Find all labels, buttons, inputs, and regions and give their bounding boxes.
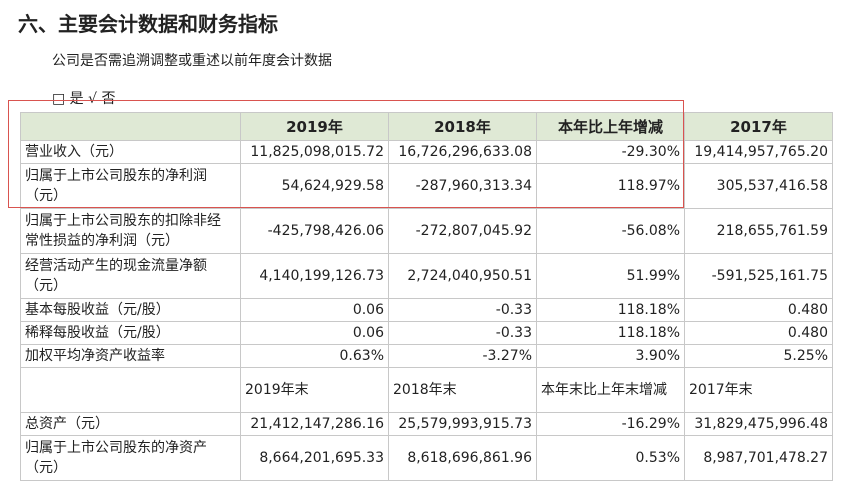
table-cell: 218,655,761.59 [684,208,833,254]
table-row: 归属于上市公司股东的扣除非经 常性损益的净利润（元） -425,798,426.0… [20,208,833,254]
table-cell: 4,140,199,126.73 [240,253,389,299]
table-cell: 归属于上市公司股东的净利润（元） [20,163,241,209]
header-row: 2019年末 2018年末 本年末比上年末增减 2017年末 [20,367,833,413]
table-cell: 0.63% [240,344,389,368]
table-cell: -56.08% [536,208,685,254]
table-cell: 本年比上年增减 [536,112,685,141]
table-cell: 基本每股收益（元/股） [20,298,241,322]
table-cell: 2018年末 [388,367,537,413]
table-cell: 2017年末 [684,367,833,413]
table-cell: 加权平均净资产收益率 [20,344,241,368]
header-row: 2019年 2018年 本年比上年增减 2017年 [20,112,833,141]
table-cell: 21,412,147,286.16 [240,412,389,436]
table-row: 总资产（元） 21,412,147,286.16 25,579,993,915.73… [20,412,833,436]
table-cell: 2019年末 [240,367,389,413]
data-table: 2019年 2018年 本年比上年增减 2017年 营业收入（元） 11,825,098,… [20,112,833,481]
table-cell: 19,414,957,765.20 [684,140,833,164]
table-cell: 118.18% [536,321,685,345]
table-cell: 0.06 [240,321,389,345]
table-row: 营业收入（元） 11,825,098,015.72 16,726,296,633.0… [20,140,833,164]
table-row: 基本每股收益（元/股） 0.06 -0.33 118.18% 0.480 [20,298,833,322]
subtitle: 公司是否需追溯调整或重述以前年度会计数据 [52,53,332,69]
table-cell: 本年末比上年末增减 [536,367,685,413]
table-cell: -272,807,045.92 [388,208,537,254]
table-cell: 0.480 [684,298,833,322]
table-cell: -0.33 [388,298,537,322]
table-cell: 8,664,201,695.33 [240,435,389,481]
table-cell: 118.18% [536,298,685,322]
table-cell: 2017年 [684,112,833,141]
table-cell: 2,724,040,950.51 [388,253,537,299]
table-cell: 118.97% [536,163,685,209]
table-cell: 总资产（元） [20,412,241,436]
table-cell: 归属于上市公司股东的净资产（元） [20,435,241,481]
table-cell: -29.30% [536,140,685,164]
table-cell: -3.27% [388,344,537,368]
table-cell: -591,525,161.75 [684,253,833,299]
table-cell: -287,960,313.34 [388,163,537,209]
table-row: 经营活动产生的现金流量净额（元） 4,140,199,126.73 2,724,04… [20,253,833,299]
table-cell: 营业收入（元） [20,140,241,164]
table-cell: 2019年 [240,112,389,141]
table-cell: 0.480 [684,321,833,345]
table-cell: 经营活动产生的现金流量净额（元） [20,253,241,299]
table-cell: -425,798,426.06 [240,208,389,254]
table-cell: 31,829,475,996.48 [684,412,833,436]
table-row: 稀释每股收益（元/股） 0.06 -0.33 118.18% 0.480 [20,321,833,345]
table-cell: -0.33 [388,321,537,345]
table-row: 归属于上市公司股东的净利润（元） 54,624,929.58 -287,960,31… [20,163,833,209]
table-cell: 8,987,701,478.27 [684,435,833,481]
table-cell: 54,624,929.58 [240,163,389,209]
table-cell: 8,618,696,861.96 [388,435,537,481]
table-cell: 归属于上市公司股东的扣除非经 常性损益的净利润（元） [20,208,241,254]
table-cell: 0.53% [536,435,685,481]
table-cell: 5.25% [684,344,833,368]
table-cell: 2018年 [388,112,537,141]
table-cell: 51.99% [536,253,685,299]
option: □ 是 √ 否 [52,91,116,107]
section-title: 六、主要会计数据和财务指标 [18,12,278,36]
table-cell: -16.29% [536,412,685,436]
table-cell: 0.06 [240,298,389,322]
table-cell [20,112,241,141]
table-cell: 3.90% [536,344,685,368]
table-cell [20,367,241,413]
table-cell: 16,726,296,633.08 [388,140,537,164]
table-cell: 11,825,098,015.72 [240,140,389,164]
table-row: 归属于上市公司股东的净资产（元） 8,664,201,695.33 8,618,69… [20,435,833,481]
table-cell: 稀释每股收益（元/股） [20,321,241,345]
table-cell: 25,579,993,915.73 [388,412,537,436]
table-cell: 305,537,416.58 [684,163,833,209]
table-row: 加权平均净资产收益率 0.63% -3.27% 3.90% 5.25% [20,344,833,368]
